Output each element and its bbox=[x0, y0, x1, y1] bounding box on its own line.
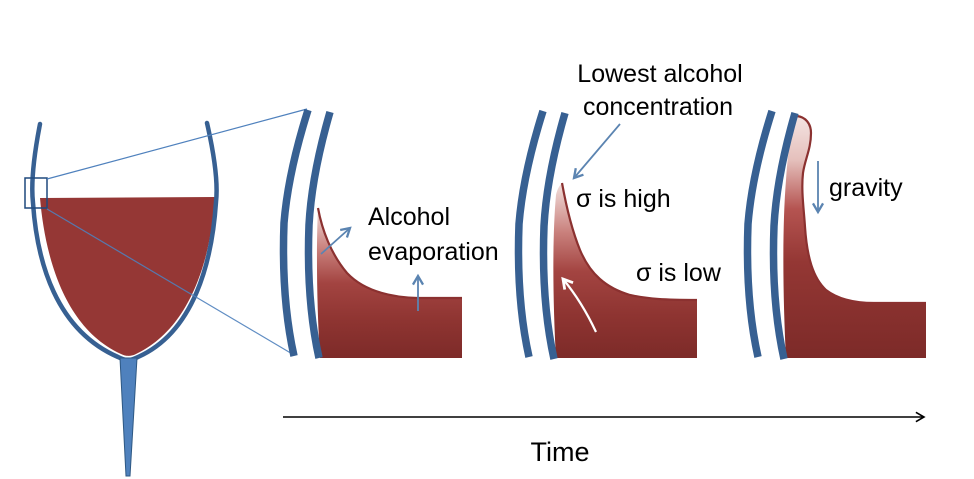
glass-wall-outer-stage-2 bbox=[514, 109, 547, 358]
glass-wall-inner-stage-2 bbox=[539, 111, 569, 360]
glass-stem bbox=[119, 357, 138, 477]
sigma-low-label: σ is low bbox=[636, 259, 722, 287]
lowest-alcohol-label-line2: concentration bbox=[583, 93, 733, 121]
zoom-region-rectangle bbox=[24, 177, 48, 209]
marangoni-flow-arrow bbox=[561, 276, 597, 333]
zoom-line-upper bbox=[46, 108, 308, 180]
wine-film-edge-stage-1 bbox=[316, 207, 462, 300]
glass-wall-inner-stage-3 bbox=[769, 111, 799, 360]
alcohol-evaporation-label-line2: evaporation bbox=[368, 238, 499, 266]
lowest-alcohol-label-line1: Lowest alcohol bbox=[577, 60, 742, 88]
wine-fill bbox=[40, 197, 215, 356]
wine-glass bbox=[24, 108, 308, 477]
wine-film-stage-1 bbox=[316, 208, 462, 358]
zoom-line-lower bbox=[46, 208, 295, 356]
time-axis: Time bbox=[283, 411, 926, 467]
panel-stage-1: Alcohol evaporation bbox=[279, 108, 499, 359]
wine-film-edge-stage-2 bbox=[560, 182, 698, 302]
panel-stage-3: gravity bbox=[743, 109, 926, 360]
glass-wall-outer-stage-3 bbox=[743, 109, 776, 358]
gravity-label: gravity bbox=[829, 174, 903, 202]
wine-tear-edge-stage-3 bbox=[796, 114, 926, 305]
glass-wall-outer-stage-1 bbox=[279, 108, 312, 357]
glass-wall-inner-stage-1 bbox=[304, 110, 334, 359]
alcohol-evaporation-label-line1: Alcohol bbox=[368, 203, 450, 231]
panel-stage-2: Lowest alcohol concentration σ is high σ… bbox=[514, 60, 743, 360]
wine-tear-stage-3 bbox=[783, 116, 926, 358]
wine-film-stage-2 bbox=[553, 183, 697, 358]
time-label: Time bbox=[531, 437, 590, 467]
evaporation-arrow-diagonal bbox=[320, 226, 352, 255]
lowest-concentration-pointer-arrow bbox=[572, 123, 621, 180]
sigma-high-label: σ is high bbox=[576, 185, 671, 213]
